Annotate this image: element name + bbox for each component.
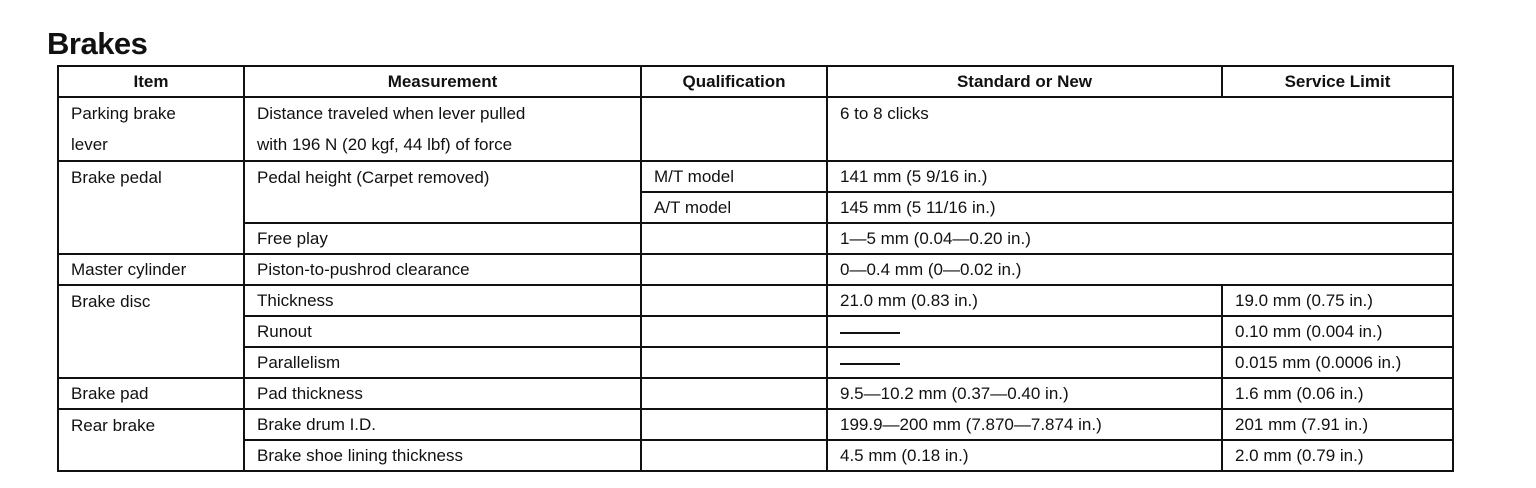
measurement-cell: Free play	[243, 222, 642, 255]
table-row: Parking brake lever Distance traveled whe…	[57, 96, 1454, 162]
service-limit-cell: 0.015 mm (0.0006 in.)	[1221, 346, 1454, 379]
page-title: Brakes	[47, 26, 148, 61]
standard-cell: 199.9—200 mm (7.870—7.874 in.)	[826, 408, 1223, 441]
brakes-spec-table: Item Measurement Qualification Standard …	[57, 65, 1454, 472]
table-row: Free play 1—5 mm (0.04—0.20 in.)	[58, 222, 1454, 255]
service-limit-cell: 0.10 mm (0.004 in.)	[1221, 315, 1454, 348]
header-item: Item	[57, 65, 245, 98]
qualification-cell	[640, 408, 828, 441]
measurement-line: Distance traveled when lever pulled	[257, 104, 526, 123]
table-row: Brake disc Thickness 21.0 mm (0.83 in.) …	[57, 284, 1454, 379]
service-limit-cell: 2.0 mm (0.79 in.)	[1221, 439, 1454, 472]
header-qualification: Qualification	[640, 65, 828, 98]
table-row: Parallelism 0.015 mm (0.0006 in.)	[58, 346, 1454, 379]
table-row: A/T model 145 mm (5 11/16 in.)	[58, 191, 1454, 224]
item-cell: Brake disc	[57, 284, 245, 379]
table-row: Brake pad Pad thickness 9.5—10.2 mm (0.3…	[57, 377, 1454, 410]
measurement-cell: Parallelism	[243, 346, 642, 379]
measurement-line: with 196 N (20 kgf, 44 lbf) of force	[257, 135, 513, 154]
dash-mark	[840, 331, 900, 334]
table-row: Brake pedal Pedal height (Carpet removed…	[57, 160, 1454, 255]
measurement-cell: Pad thickness	[243, 377, 642, 410]
table-row: Brake shoe lining thickness 4.5 mm (0.18…	[58, 439, 1454, 472]
measurement-cell: Brake drum I.D.	[243, 408, 642, 441]
item-line: lever	[71, 135, 108, 154]
item-cell: Master cylinder	[57, 253, 245, 286]
measurement-cell: Pedal height (Carpet removed)	[243, 160, 642, 224]
qualification-cell	[640, 253, 828, 286]
qualification-cell	[640, 346, 828, 379]
service-limit-cell: 19.0 mm (0.75 in.)	[1221, 284, 1454, 317]
standard-cell: 6 to 8 clicks	[826, 96, 1454, 162]
measurement-cell: Distance traveled when lever pulled with …	[243, 96, 642, 162]
standard-cell	[826, 346, 1223, 379]
service-limit-cell: 201 mm (7.91 in.)	[1221, 408, 1454, 441]
service-limit-cell: 1.6 mm (0.06 in.)	[1221, 377, 1454, 410]
standard-cell: 21.0 mm (0.83 in.)	[826, 284, 1223, 317]
table-row: Runout 0.10 mm (0.004 in.)	[58, 315, 1454, 348]
header-measurement: Measurement	[243, 65, 642, 98]
item-cell: Brake pedal	[57, 160, 245, 255]
item-cell: Brake pad	[57, 377, 245, 410]
standard-cell: 1—5 mm (0.04—0.20 in.)	[826, 222, 1454, 255]
qualification-cell: A/T model	[640, 191, 828, 224]
measurement-cell: Runout	[243, 315, 642, 348]
table-row: Rear brake Brake drum I.D. 199.9—200 mm …	[57, 408, 1454, 472]
header-service-limit: Service Limit	[1221, 65, 1454, 98]
qualification-cell	[640, 222, 828, 255]
standard-cell: 145 mm (5 11/16 in.)	[826, 191, 1454, 224]
item-line: Parking brake	[71, 104, 176, 123]
header-standard: Standard or New	[826, 65, 1223, 98]
qualification-cell	[640, 96, 828, 162]
header-row: Item Measurement Qualification Standard …	[57, 65, 1454, 98]
measurement-cell: Piston-to-pushrod clearance	[243, 253, 642, 286]
qualification-cell	[640, 439, 828, 472]
measurement-cell: Brake shoe lining thickness	[243, 439, 642, 472]
standard-cell: 141 mm (5 9/16 in.)	[826, 160, 1454, 193]
standard-cell: 0—0.4 mm (0—0.02 in.)	[826, 253, 1454, 286]
item-cell: Rear brake	[57, 408, 245, 472]
standard-cell: 9.5—10.2 mm (0.37—0.40 in.)	[826, 377, 1223, 410]
qualification-cell	[640, 284, 828, 317]
qualification-cell: M/T model	[640, 160, 828, 193]
standard-cell: 4.5 mm (0.18 in.)	[826, 439, 1223, 472]
standard-cell	[826, 315, 1223, 348]
dash-mark	[840, 362, 900, 365]
qualification-cell	[640, 315, 828, 348]
table-row: Master cylinder Piston-to-pushrod cleara…	[57, 253, 1454, 286]
qualification-cell	[640, 377, 828, 410]
item-cell: Parking brake lever	[57, 96, 245, 162]
measurement-cell: Thickness	[243, 284, 642, 317]
